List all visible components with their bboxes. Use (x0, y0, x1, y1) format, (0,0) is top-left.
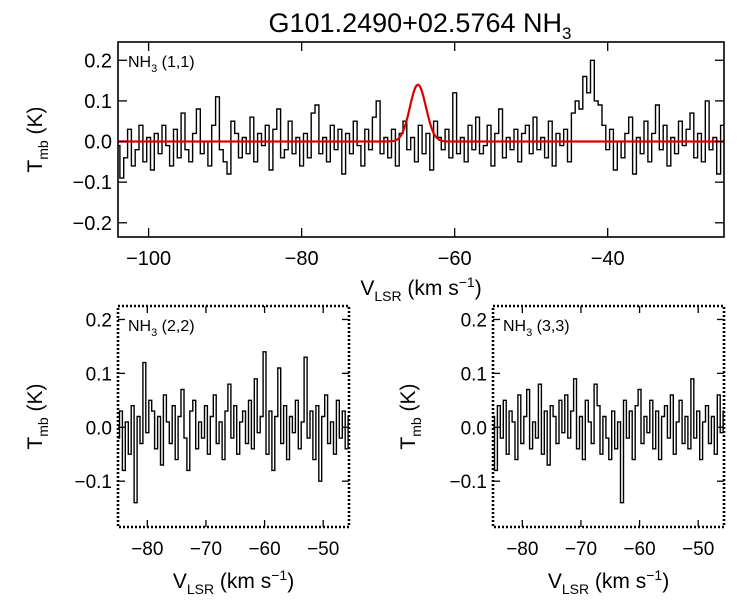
x-tick-label: −80 (506, 539, 538, 560)
x-tick-label: −80 (285, 248, 319, 270)
spectrum-line (493, 378, 724, 504)
spectrum-line (118, 59, 724, 179)
y-tick-label: 0.1 (84, 91, 112, 113)
transition-label: NH3 (2,2) (128, 318, 195, 339)
x-tick-label: −100 (126, 248, 171, 270)
x-tick-label: −80 (131, 539, 163, 560)
y-tick-label: 0.0 (461, 418, 487, 439)
y-tick-label: 0.2 (84, 50, 112, 72)
gaussian-fit-line (118, 83, 724, 143)
panel-nh3-22: −80 −70 −60 −50 −0.1 0.0 0.1 0.2 NH3 (2,2) VLSR (… (24, 304, 351, 597)
y-tick-label: 0.2 (86, 310, 112, 331)
y-axis-label: Tmb (K) (24, 106, 51, 172)
panel-nh3-33: −80 −70 −60 −50 −0.1 0.0 0.1 0.2 NH3 (3,3) VLSR (… (397, 304, 726, 597)
x-tick-label: −60 (623, 539, 655, 560)
y-tick-label: 0.2 (461, 310, 487, 331)
plot-frame (117, 41, 725, 238)
x-axis-label: VLSR (km s−1) (548, 567, 669, 597)
x-tick-label: −50 (682, 539, 714, 560)
x-tick-label: −60 (438, 248, 472, 270)
x-tick-label: −50 (307, 539, 339, 560)
panel-nh3-11: −100 −80 −60 −40 −0.2 −0.1 0.0 0.1 0.2 NH3 (1,1) V… (24, 41, 725, 304)
spectrum-line (118, 351, 349, 504)
y-tick-label: −0.1 (74, 472, 112, 493)
plot-frame (491, 304, 726, 529)
x-tick-label: −40 (591, 248, 625, 270)
plot-frame (116, 304, 351, 529)
y-tick-label: 0.0 (84, 132, 112, 154)
y-axis-label: Tmb (K) (24, 383, 51, 449)
x-axis-label: VLSR (km s−1) (360, 274, 481, 304)
x-tick-label: −70 (565, 539, 597, 560)
transition-label: NH3 (1,1) (128, 54, 195, 75)
y-tick-label: −0.1 (73, 172, 112, 194)
y-tick-label: −0.2 (73, 213, 112, 235)
transition-label: NH3 (3,3) (503, 318, 570, 339)
y-tick-label: 0.1 (461, 364, 487, 385)
y-tick-label: 0.0 (86, 418, 112, 439)
y-axis-label: Tmb (K) (397, 383, 424, 449)
x-axis-label: VLSR (km s−1) (173, 567, 294, 597)
y-tick-label: −0.1 (449, 472, 487, 493)
figure-title: G101.2490+02.5764 NH3 (269, 8, 572, 43)
x-tick-label: −70 (190, 539, 222, 560)
y-tick-label: 0.1 (86, 364, 112, 385)
x-tick-label: −60 (248, 539, 280, 560)
